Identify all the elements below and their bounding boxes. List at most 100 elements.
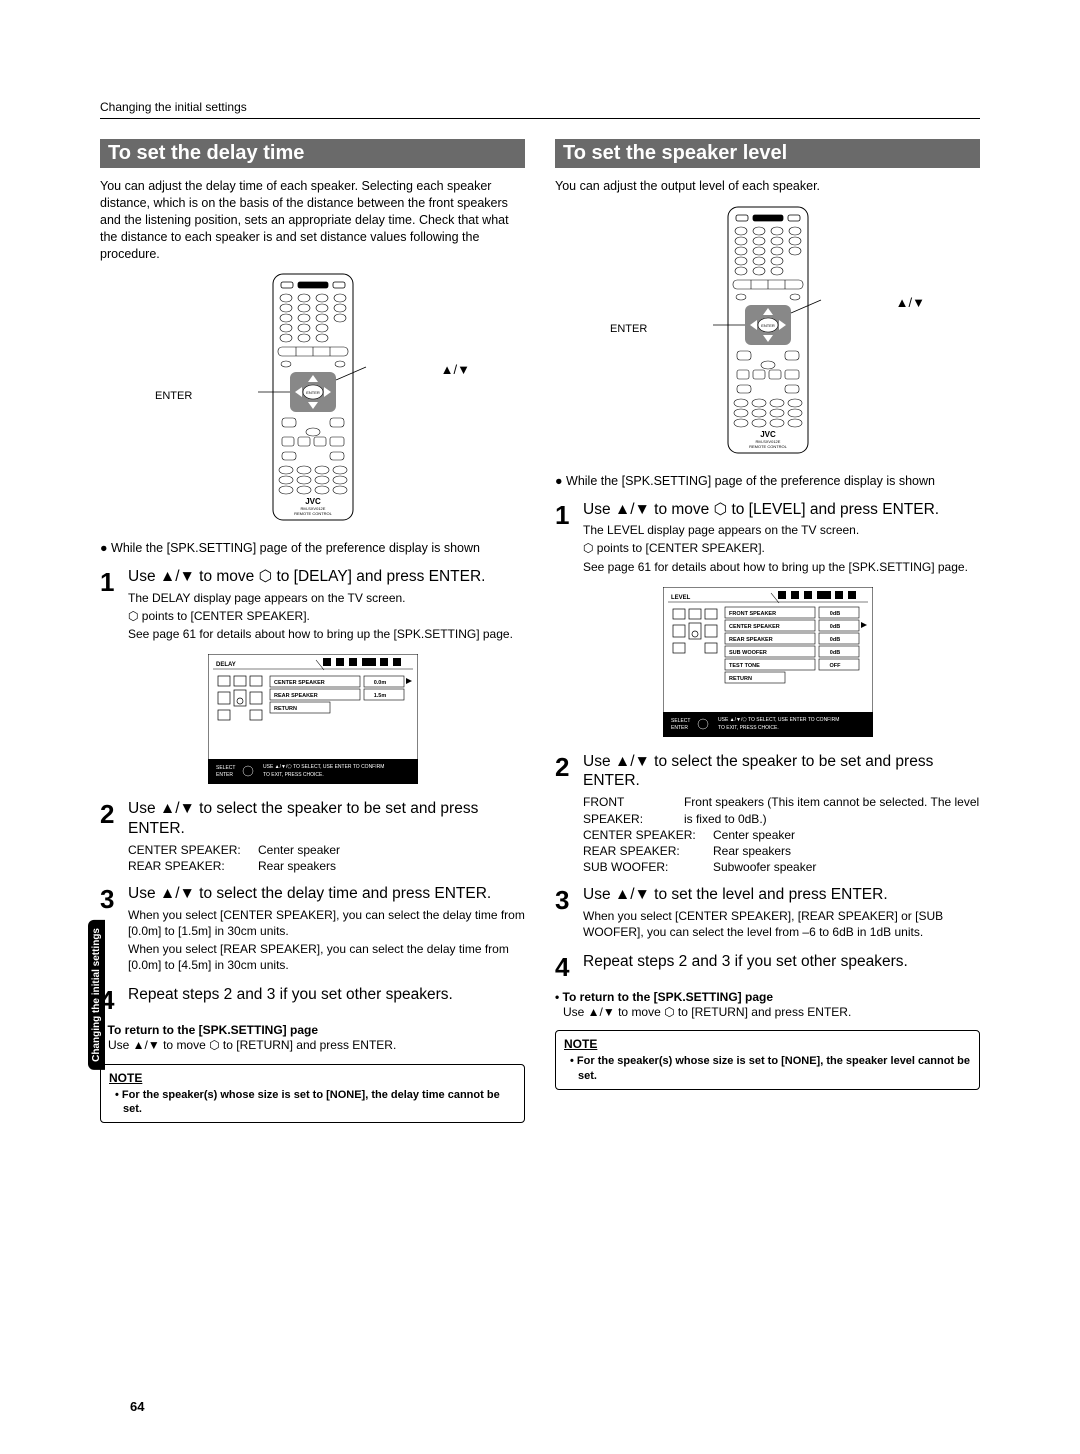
svg-text:0dB: 0dB <box>829 624 839 630</box>
osd-level: LEVEL FRONT SPEAKER 0dB CENTER SPEAKER 0… <box>555 587 980 740</box>
svg-text:0dB: 0dB <box>829 637 839 643</box>
left-title: To set the delay time <box>100 139 525 168</box>
page-header: Changing the initial settings <box>100 100 980 119</box>
svg-text:RETURN: RETURN <box>729 676 752 682</box>
step-head: Use ▲/▼ to move ⬡ to [LEVEL] and press E… <box>583 500 980 519</box>
svg-text:TO EXIT, PRESS CHOICE.: TO EXIT, PRESS CHOICE. <box>718 725 779 731</box>
return-body: Use ▲/▼ to move ⬡ to [RETURN] and press … <box>555 1004 980 1020</box>
svg-text:DELAY: DELAY <box>216 662 236 668</box>
svg-text:REMOTE CONTROL: REMOTE CONTROL <box>749 444 788 449</box>
right-step-3: 3 Use ▲/▼ to set the level and press ENT… <box>555 885 980 942</box>
svg-text:TEST TONE: TEST TONE <box>729 663 760 669</box>
spk-value: Subwoofer speaker <box>713 859 816 875</box>
left-precondition: While the [SPK.SETTING] page of the pref… <box>100 540 525 557</box>
spk-label: REAR SPEAKER: <box>128 858 258 874</box>
brand-text: JVC <box>305 497 321 506</box>
spk-value: Front speakers (This item cannot be sele… <box>684 794 980 826</box>
step-number: 2 <box>555 752 583 876</box>
right-column: To set the speaker level You can adjust … <box>555 139 980 1123</box>
step-number: 1 <box>100 567 128 644</box>
note-body: For the speaker(s) whose size is set to … <box>109 1088 516 1117</box>
step-head: Use ▲/▼ to move ⬡ to [DELAY] and press E… <box>128 567 525 586</box>
spk-value: Center speaker <box>258 842 340 858</box>
spk-label: FRONT SPEAKER: <box>583 794 684 826</box>
return-body: Use ▲/▼ to move ⬡ to [RETURN] and press … <box>100 1037 525 1053</box>
right-step-2: 2 Use ▲/▼ to select the speaker to be se… <box>555 752 980 876</box>
left-step-2: 2 Use ▲/▼ to select the speaker to be se… <box>100 799 525 874</box>
svg-text:ENTER: ENTER <box>306 390 320 395</box>
step-head: Use ▲/▼ to select the speaker to be set … <box>583 752 980 791</box>
enter-label: ENTER <box>155 390 192 402</box>
svg-text:REAR SPEAKER: REAR SPEAKER <box>729 637 773 643</box>
side-tab: Changing the initial settings <box>88 920 105 1070</box>
spk-label: REAR SPEAKER: <box>583 843 713 859</box>
step-detail: See page 61 for details about how to bri… <box>583 559 980 575</box>
arrows-label: ▲/▼ <box>441 362 470 377</box>
spk-value: Rear speakers <box>258 858 336 874</box>
remote-diagram-right: ENTER ▲/▼ <box>555 205 980 458</box>
enter-label: ENTER <box>610 323 647 335</box>
left-step-3: 3 Use ▲/▼ to select the delay time and p… <box>100 884 525 975</box>
note-title: NOTE <box>109 1071 516 1085</box>
step-head: Repeat steps 2 and 3 if you set other sp… <box>583 952 980 971</box>
right-precondition: While the [SPK.SETTING] page of the pref… <box>555 473 980 490</box>
step-detail: When you select [CENTER SPEAKER], [REAR … <box>583 908 980 940</box>
return-title: To return to the [SPK.SETTING] page <box>555 990 980 1004</box>
svg-text:SELECT: SELECT <box>671 718 690 724</box>
svg-text:RETURN: RETURN <box>274 706 297 712</box>
svg-text:FRONT SPEAKER: FRONT SPEAKER <box>729 611 776 617</box>
left-column: To set the delay time You can adjust the… <box>100 139 525 1123</box>
step-detail: When you select [CENTER SPEAKER], you ca… <box>128 907 525 939</box>
arrows-label: ▲/▼ <box>896 295 925 310</box>
svg-text:USE ▲/▼/⬠ TO SELECT, USE ENTER: USE ▲/▼/⬠ TO SELECT, USE ENTER TO CONFIR… <box>263 764 384 770</box>
spk-label: CENTER SPEAKER: <box>583 827 713 843</box>
svg-text:ENTER: ENTER <box>671 725 688 731</box>
right-step-4: 4 Repeat steps 2 and 3 if you set other … <box>555 952 980 980</box>
svg-text:0.0m: 0.0m <box>373 680 386 686</box>
step-number: 3 <box>555 885 583 942</box>
return-title: To return to the [SPK.SETTING] page <box>100 1023 525 1037</box>
note-body: For the speaker(s) whose size is set to … <box>564 1054 971 1083</box>
step-head: Use ▲/▼ to set the level and press ENTER… <box>583 885 980 904</box>
right-title: To set the speaker level <box>555 139 980 168</box>
svg-text:1.5m: 1.5m <box>373 693 386 699</box>
right-intro: You can adjust the output level of each … <box>555 178 980 195</box>
svg-text:SUB WOOFER: SUB WOOFER <box>729 650 767 656</box>
svg-text:ENTER: ENTER <box>761 323 775 328</box>
spk-label: CENTER SPEAKER: <box>128 842 258 858</box>
left-note: NOTE For the speaker(s) whose size is se… <box>100 1064 525 1124</box>
svg-text:REAR SPEAKER: REAR SPEAKER <box>274 693 318 699</box>
step-detail: The LEVEL display page appears on the TV… <box>583 522 980 538</box>
svg-text:0dB: 0dB <box>829 611 839 617</box>
svg-text:JVC: JVC <box>760 430 776 439</box>
note-title: NOTE <box>564 1037 971 1051</box>
remote-icon: ENTER JVC RM-SXV012E REMO <box>248 272 378 522</box>
spk-value: Center speaker <box>713 827 795 843</box>
left-step-4: 4 Repeat steps 2 and 3 if you set other … <box>100 985 525 1013</box>
svg-text:LEVEL: LEVEL <box>671 595 691 601</box>
step-head: Use ▲/▼ to select the delay time and pre… <box>128 884 525 903</box>
osd-delay: DELAY CENTER SPEAKER 0.0m REAR SPEAKER <box>100 654 525 787</box>
svg-text:OFF: OFF <box>829 663 841 669</box>
svg-text:SELECT: SELECT <box>216 765 235 771</box>
left-intro: You can adjust the delay time of each sp… <box>100 178 525 262</box>
spk-label: SUB WOOFER: <box>583 859 713 875</box>
step-detail: When you select [REAR SPEAKER], you can … <box>128 941 525 973</box>
svg-text:ENTER: ENTER <box>216 772 233 778</box>
left-step-1: 1 Use ▲/▼ to move ⬡ to [DELAY] and press… <box>100 567 525 644</box>
svg-text:CENTER SPEAKER: CENTER SPEAKER <box>274 680 325 686</box>
svg-text:CENTER SPEAKER: CENTER SPEAKER <box>729 624 780 630</box>
step-head: Use ▲/▼ to select the speaker to be set … <box>128 799 525 838</box>
svg-text:0dB: 0dB <box>829 650 839 656</box>
content-columns: To set the delay time You can adjust the… <box>100 139 980 1123</box>
step-number: 2 <box>100 799 128 874</box>
page-number: 64 <box>130 1399 144 1414</box>
spk-value: Rear speakers <box>713 843 791 859</box>
svg-text:USE ▲/▼/⬠ TO SELECT, USE ENTER: USE ▲/▼/⬠ TO SELECT, USE ENTER TO CONFIR… <box>718 717 839 723</box>
step-number: 1 <box>555 500 583 577</box>
step-number: 4 <box>555 952 583 980</box>
step-detail: ⬡ points to [CENTER SPEAKER]. <box>583 540 980 556</box>
right-step-1: 1 Use ▲/▼ to move ⬡ to [LEVEL] and press… <box>555 500 980 577</box>
remote-icon: ENTER JVC RM-SXV012E REMOTE CONTROL <box>703 205 833 455</box>
step-detail: ⬡ points to [CENTER SPEAKER]. <box>128 608 525 624</box>
